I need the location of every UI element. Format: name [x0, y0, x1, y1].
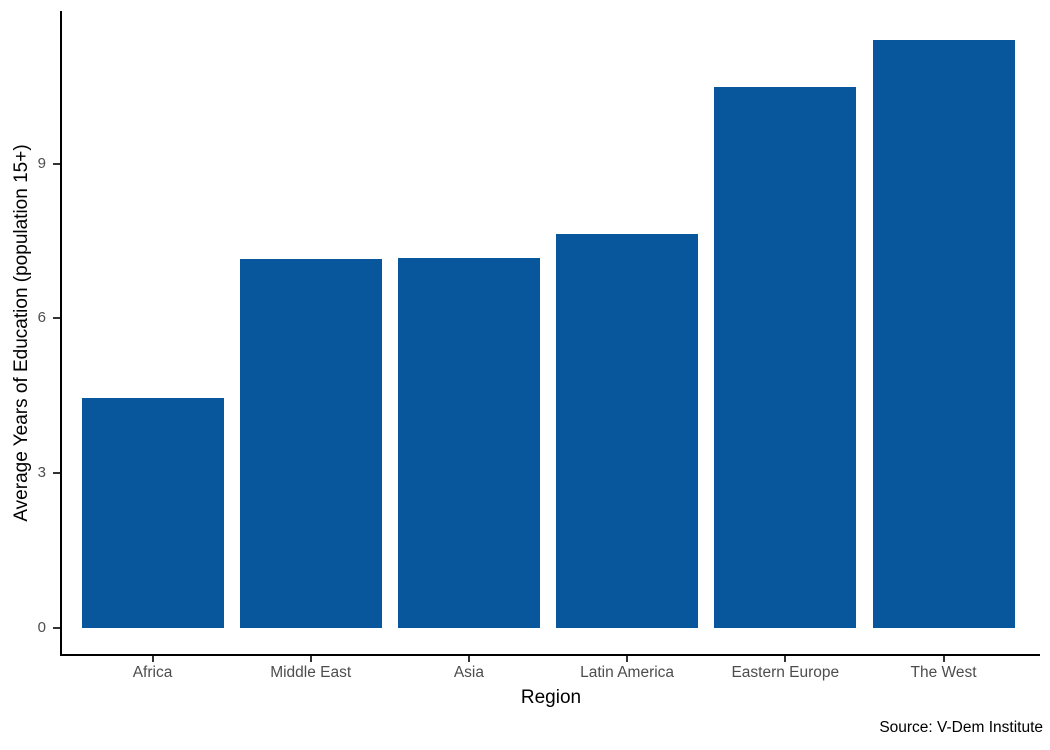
y-tick-0 — [53, 627, 60, 629]
x-axis: Africa Middle East Asia Latin America Easter… — [62, 656, 1040, 696]
x-tick-asia — [467, 656, 470, 662]
x-tick-label-eastern-europe: Eastern Europe — [731, 664, 840, 681]
bar-asia — [397, 258, 540, 628]
bar-africa — [81, 397, 224, 628]
x-tick-africa — [151, 656, 154, 662]
plot-panel — [60, 11, 1040, 656]
x-tick-label-the-west: The West — [910, 664, 977, 681]
y-tick-9 — [53, 162, 60, 165]
bar-middle-east — [239, 259, 382, 628]
x-tick-middle-east — [309, 656, 312, 662]
x-tick-eastern-europe — [784, 656, 787, 662]
x-axis-title: Region — [520, 687, 582, 708]
x-tick-label-africa: Africa — [132, 664, 173, 681]
y-tick-label-6: 6 — [37, 309, 46, 327]
x-tick-the-west — [942, 656, 945, 662]
x-tick-label-middle-east: Middle East — [270, 664, 352, 681]
bar-the-west — [872, 40, 1015, 628]
source-caption: Source: V-Dem Institute — [879, 719, 1043, 736]
y-tick-label-0: 0 — [37, 619, 46, 636]
y-tick-6 — [53, 317, 60, 320]
bar-eastern-europe — [714, 87, 857, 628]
x-tick-label-latin-america: Latin America — [580, 664, 675, 681]
y-axis: 0 3 6 9 — [0, 11, 60, 654]
y-tick-label-9: 9 — [37, 154, 46, 172]
y-tick-3 — [53, 472, 60, 475]
bar-latin-america — [556, 233, 699, 628]
x-tick-latin-america — [626, 656, 629, 662]
y-tick-label-3: 3 — [37, 464, 46, 482]
x-tick-label-asia: Asia — [453, 664, 484, 681]
